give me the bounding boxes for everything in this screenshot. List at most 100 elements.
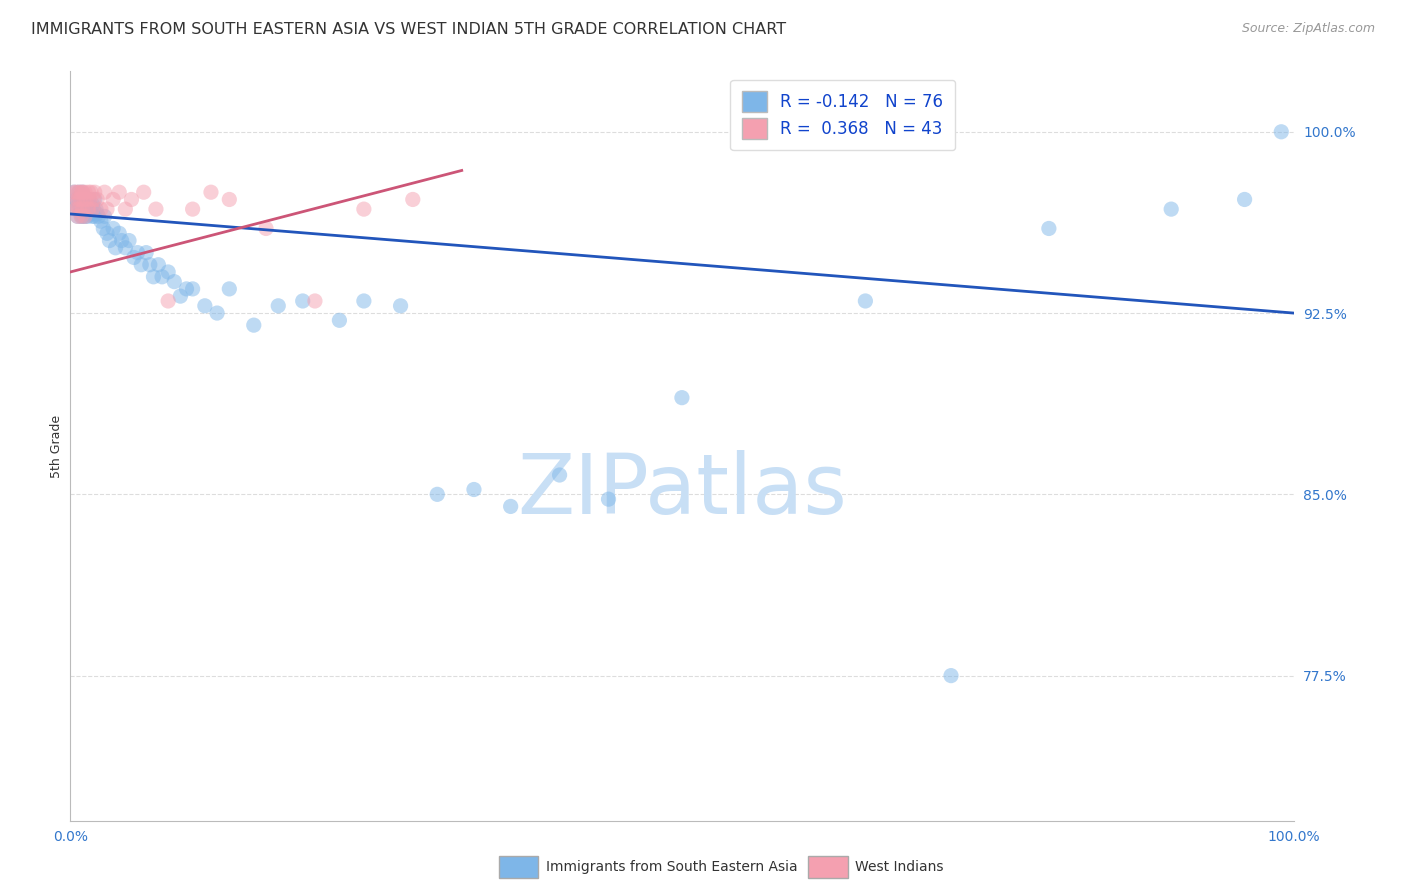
Point [200, 185, 222, 199]
Point [132, 185, 155, 199]
Point [291, 293, 314, 308]
Point [1038, 221, 1060, 235]
Point [73, 193, 96, 207]
Point [83, 193, 105, 207]
Text: Immigrants from South Eastern Asia: Immigrants from South Eastern Asia [546, 860, 797, 874]
Point [267, 299, 290, 313]
Point [176, 282, 198, 296]
Text: IMMIGRANTS FROM SOUTH EASTERN ASIA VS WEST INDIAN 5TH GRADE CORRELATION CHART: IMMIGRANTS FROM SOUTH EASTERN ASIA VS WE… [31, 22, 786, 37]
Point [243, 318, 266, 333]
Point [65, 185, 87, 199]
Point [79, 193, 101, 207]
Point [93, 185, 115, 199]
Text: Source: ZipAtlas.com: Source: ZipAtlas.com [1241, 22, 1375, 36]
Point [63, 197, 86, 211]
Point [101, 221, 124, 235]
Point [108, 185, 131, 199]
Point [63, 185, 86, 199]
Point [86, 207, 108, 221]
Point [104, 241, 127, 255]
Point [72, 197, 94, 211]
Point [93, 210, 115, 224]
Point [83, 193, 105, 207]
Point [145, 202, 167, 216]
Point [671, 391, 693, 405]
Point [65, 202, 87, 216]
Point [87, 210, 110, 224]
Point [77, 193, 100, 207]
Point [72, 185, 94, 199]
Point [181, 202, 204, 216]
Point [1270, 125, 1292, 139]
Point [150, 269, 173, 284]
Point [91, 221, 114, 235]
Point [73, 193, 96, 207]
Point [499, 500, 522, 514]
Point [108, 227, 131, 241]
Point [218, 193, 240, 207]
Point [389, 299, 412, 313]
Text: West Indians: West Indians [855, 860, 943, 874]
Point [83, 185, 105, 199]
Point [63, 185, 86, 199]
Point [75, 193, 97, 207]
Point [90, 214, 112, 228]
Point [148, 258, 170, 272]
Point [65, 193, 87, 207]
Point [67, 185, 90, 199]
Point [73, 210, 96, 224]
Point [135, 245, 157, 260]
Point [1233, 193, 1256, 207]
Point [127, 245, 149, 260]
Point [111, 234, 134, 248]
Point [63, 197, 86, 211]
Point [181, 282, 204, 296]
Point [353, 202, 375, 216]
Point [218, 282, 240, 296]
Point [77, 202, 100, 216]
Point [66, 210, 89, 224]
Point [122, 251, 145, 265]
Point [66, 210, 89, 224]
Point [70, 193, 93, 207]
Point [77, 185, 100, 199]
Point [72, 185, 94, 199]
Point [328, 313, 350, 327]
Point [70, 210, 93, 224]
Point [83, 202, 105, 216]
Point [67, 197, 90, 211]
Point [1160, 202, 1182, 216]
Point [73, 210, 96, 224]
Point [855, 293, 877, 308]
Point [254, 221, 277, 235]
Point [75, 193, 97, 207]
Point [114, 241, 136, 255]
Point [101, 193, 124, 207]
Point [598, 492, 620, 507]
Point [69, 202, 91, 216]
Point [402, 193, 425, 207]
Point [76, 202, 98, 216]
Point [194, 299, 217, 313]
Point [118, 234, 141, 248]
Legend: R = -0.142   N = 76, R =  0.368   N = 43: R = -0.142 N = 76, R = 0.368 N = 43 [730, 79, 955, 151]
Point [75, 202, 97, 216]
Point [121, 193, 143, 207]
Point [98, 234, 121, 248]
Point [169, 289, 191, 303]
Point [548, 468, 571, 483]
Text: ZIPatlas: ZIPatlas [517, 450, 846, 532]
Point [163, 275, 186, 289]
Point [67, 185, 90, 199]
Point [86, 193, 108, 207]
Point [72, 210, 94, 224]
Point [463, 483, 485, 497]
Point [66, 193, 89, 207]
Point [72, 202, 94, 216]
Point [67, 202, 90, 216]
Point [70, 210, 93, 224]
Point [304, 293, 326, 308]
Y-axis label: 5th Grade: 5th Grade [51, 415, 63, 477]
Point [939, 668, 962, 682]
Point [114, 202, 136, 216]
